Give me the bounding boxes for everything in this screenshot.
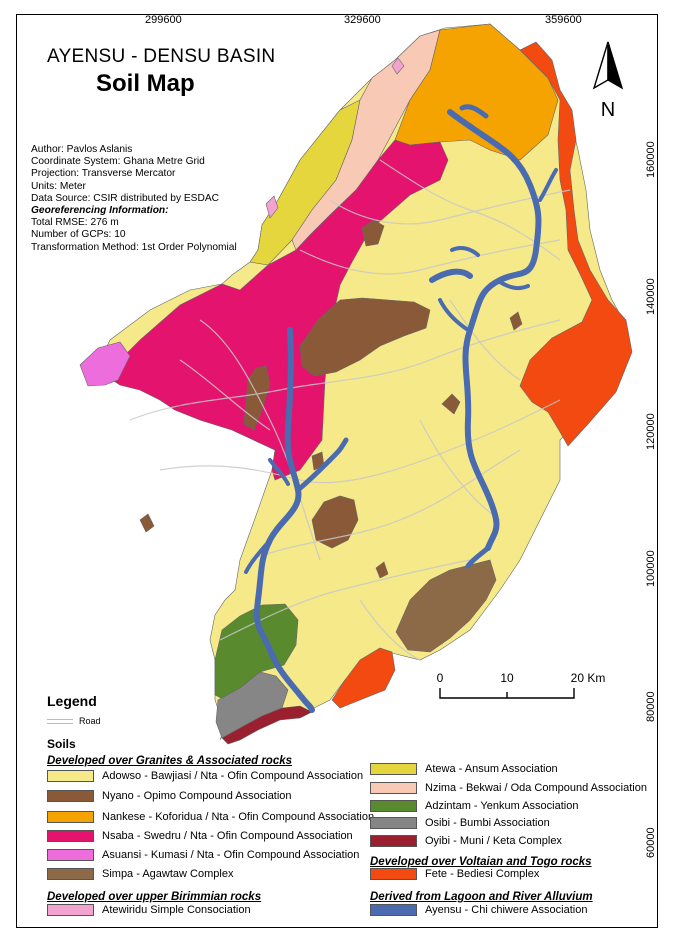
legend-item: Atewa - Ansum Association	[370, 762, 558, 776]
map-title: AYENSU - DENSU BASIN	[47, 46, 276, 67]
soil-zone-fete	[331, 647, 396, 709]
legend-item: Nsaba - Swedru / Nta - Ofin Compound Ass…	[47, 829, 353, 843]
legend-item: Oyibi - Muni / Keta Complex	[370, 834, 562, 848]
legend-swatch	[47, 790, 94, 802]
soil-zone-nsaba	[104, 139, 449, 481]
legend-item-label: Ayensu - Chi chiwere Association	[425, 904, 588, 916]
soil-zone-simpa	[395, 559, 497, 653]
legend-item: Nankese - Koforidua / Nta - Ofin Compoun…	[47, 810, 374, 824]
legend-item-label: Asuansi - Kumasi / Nta - Ofin Compound A…	[102, 849, 360, 861]
legend-swatch	[370, 782, 417, 794]
map-metadata: Author: Pavlos Aslanis Coordinate System…	[31, 144, 237, 254]
meta-coordinate-system: Coordinate System: Ghana Metre Grid	[31, 156, 205, 168]
legend-group-birimmian: Developed over upper Birimmian rocks	[47, 891, 262, 903]
legend-item-label: Nyano - Opimo Compound Association	[102, 790, 292, 802]
legend-swatch	[370, 817, 417, 829]
legend-item-label: Nsaba - Swedru / Nta - Ofin Compound Ass…	[102, 830, 353, 842]
north-label: N	[601, 99, 615, 121]
soil-zone-atewiridu	[265, 195, 279, 219]
legend-swatch	[370, 868, 417, 880]
river-ayensu-chi-chiwere	[244, 104, 558, 713]
x-tick-label: 359600	[545, 14, 582, 26]
x-tick-label: 299600	[145, 14, 182, 26]
soil-zone-nyano	[139, 513, 155, 533]
soil-zone-asuansi	[79, 341, 131, 387]
soil-zone-nyano	[375, 561, 389, 579]
legend-item: Simpa - Agawtaw Complex	[47, 867, 233, 881]
legend-item: Asuansi - Kumasi / Nta - Ofin Compound A…	[47, 848, 359, 862]
meta-georeferencing-heading: Georeferencing Information:	[31, 205, 169, 217]
meta-transformation: Transformation Method: 1st Order Polynom…	[31, 241, 237, 253]
meta-data-source: Data Source: CSIR distributed by ESDAC	[31, 192, 219, 204]
legend-item-label: Oyibi - Muni / Keta Complex	[425, 835, 562, 847]
legend-item-label: Osibi - Bumbi Association	[425, 817, 550, 829]
legend-item: Adzintam - Yenkum Association	[370, 799, 578, 813]
legend-item: Ayensu - Chi chiwere Association	[370, 903, 587, 917]
soil-zone-nyano	[509, 311, 523, 331]
north-arrow-icon: N	[592, 41, 624, 121]
legend-swatch	[47, 904, 94, 916]
legend-item: Adowso - Bawjiasi / Nta - Ofin Compound …	[47, 769, 363, 783]
meta-projection: Projection: Transverse Mercator	[31, 168, 176, 180]
legend-item: Osibi - Bumbi Association	[370, 816, 550, 830]
legend-item-label: Nankese - Koforidua / Nta - Ofin Compoun…	[102, 811, 375, 823]
legend-swatch	[370, 904, 417, 916]
map-subtitle: Soil Map	[96, 70, 195, 97]
legend-swatch	[370, 763, 417, 775]
legend-group-voltaian: Developed over Voltaian and Togo rocks	[370, 856, 592, 868]
legend-item: Fete - Bediesi Complex	[370, 867, 539, 881]
legend-item-label: Atewiridu Simple Consociation	[102, 904, 251, 916]
soil-zone-fete	[519, 41, 633, 447]
scale-label: 0	[437, 672, 444, 685]
meta-rmse: Total RMSE: 276 m	[31, 217, 119, 229]
legend-swatch	[47, 770, 94, 782]
soil-zone-nyano	[361, 219, 385, 247]
soil-zone-atewiridu	[391, 57, 405, 75]
road-line-icon	[47, 718, 73, 724]
legend-swatch	[47, 849, 94, 861]
legend-item-label: Atewa - Ansum Association	[425, 763, 558, 775]
legend-item: Nyano - Opimo Compound Association	[47, 789, 292, 803]
x-tick-label: 329600	[344, 14, 381, 26]
legend-item-label: Adowso - Bawjiasi / Nta - Ofin Compound …	[102, 770, 364, 782]
road-network	[129, 159, 571, 661]
scale-bar: 0 10 20 Km	[437, 672, 606, 699]
legend-swatch	[47, 868, 94, 880]
legend-item-label: Adzintam - Yenkum Association	[425, 800, 579, 812]
soil-zone-oyibi	[221, 705, 313, 745]
legend-title: Legend	[47, 693, 97, 709]
soils-title: Soils	[47, 737, 76, 751]
legend-group-alluvium: Derived from Lagoon and River Alluvium	[370, 891, 593, 903]
soil-zone-nyano	[441, 393, 461, 415]
soil-zone-nyano	[299, 297, 431, 377]
road-label: Road	[79, 716, 101, 726]
legend-road-key: Road	[47, 716, 101, 726]
scale-label: 10	[500, 672, 514, 685]
legend-swatch	[47, 811, 94, 823]
meta-units: Units: Meter	[31, 180, 86, 192]
meta-author: Author: Pavlos Aslanis	[31, 144, 133, 155]
legend-item-label: Nzima - Bekwai / Oda Compound Associatio…	[425, 782, 647, 794]
legend-item: Atewiridu Simple Consociation	[47, 903, 251, 917]
scale-label: 20 Km	[571, 672, 606, 685]
legend-swatch	[370, 800, 417, 812]
legend-item-label: Simpa - Agawtaw Complex	[102, 868, 234, 880]
legend-swatch	[370, 835, 417, 847]
meta-gcps: Number of GCPs: 10	[31, 229, 126, 241]
legend-item-label: Fete - Bediesi Complex	[425, 868, 540, 880]
legend-swatch	[47, 830, 94, 842]
legend-item: Nzima - Bekwai / Oda Compound Associatio…	[370, 781, 647, 795]
legend-group-granites: Developed over Granites & Associated roc…	[47, 755, 293, 767]
